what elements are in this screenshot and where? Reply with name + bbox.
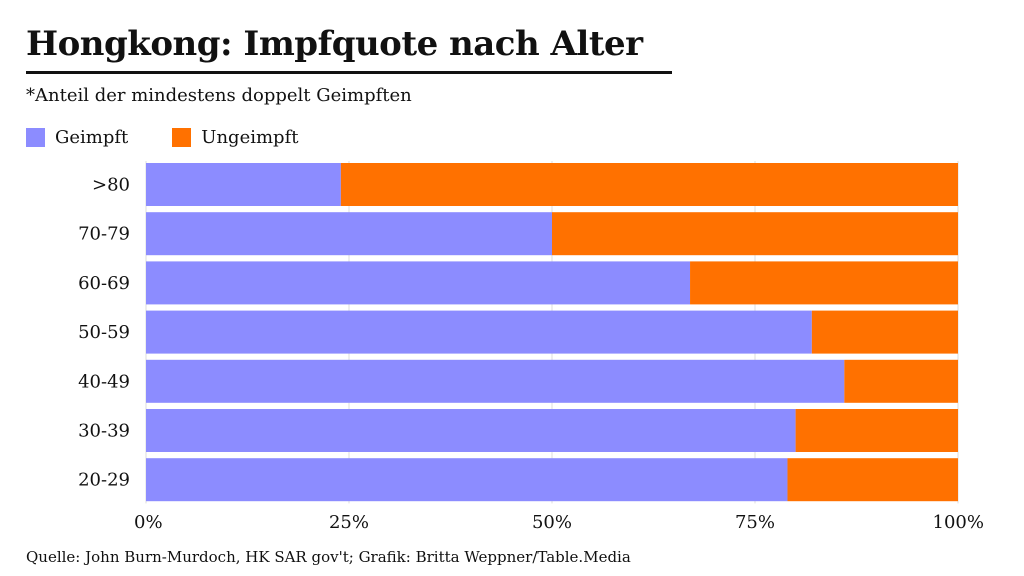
chart-subtitle: *Anteil der mindestens doppelt Geimpften <box>26 85 412 106</box>
title-underline <box>26 71 672 74</box>
bar-geimpft-70-79 <box>146 212 552 256</box>
legend-label-geimpft: Geimpft <box>55 126 129 148</box>
category-label: 50-59 <box>78 322 130 343</box>
bar-geimpft-30-39 <box>146 409 796 452</box>
category-label: 20-29 <box>78 470 130 491</box>
bar-geimpft-60-69 <box>146 261 691 305</box>
bar-geimpft-20-29 <box>146 458 788 502</box>
bar-ungeimpft-40-49 <box>844 359 958 403</box>
bar-ungeimpft-70-79 <box>552 212 958 256</box>
chart-title: Hongkong: Impfquote nach Alter <box>26 24 643 64</box>
category-label: 60-69 <box>78 273 130 294</box>
x-tick-label: 25% <box>329 512 369 533</box>
bar-ungeimpft-30-39 <box>795 409 958 452</box>
x-tick-label: 0% <box>134 512 163 533</box>
legend-item-ungeimpft: Ungeimpft <box>172 127 298 148</box>
category-label: 30-39 <box>78 421 130 442</box>
category-label: 40-49 <box>78 371 130 392</box>
legend-item-geimpft: Geimpft <box>26 127 128 148</box>
bar-geimpft-50-59 <box>146 310 812 354</box>
legend-swatch-geimpft <box>26 127 45 147</box>
bar-geimpft-gt80 <box>146 163 341 206</box>
bar-geimpft-40-49 <box>146 359 845 403</box>
category-label: 70-79 <box>78 224 130 245</box>
legend-swatch-ungeimpft <box>172 127 192 147</box>
legend: Geimpft Ungeimpft <box>26 125 342 149</box>
bar-ungeimpft-60-69 <box>690 261 958 305</box>
x-tick-label: 100% <box>933 512 984 533</box>
bar-ungeimpft-gt80 <box>340 163 958 206</box>
x-tick-label: 75% <box>735 512 775 533</box>
legend-label-ungeimpft: Ungeimpft <box>201 126 299 148</box>
bar-ungeimpft-20-29 <box>787 458 958 502</box>
x-tick-label: 50% <box>532 512 572 533</box>
bar-ungeimpft-50-59 <box>811 310 958 354</box>
category-label: >80 <box>92 175 130 196</box>
source-credit: Quelle: John Burn-Murdoch, HK SAR gov't;… <box>26 548 631 566</box>
